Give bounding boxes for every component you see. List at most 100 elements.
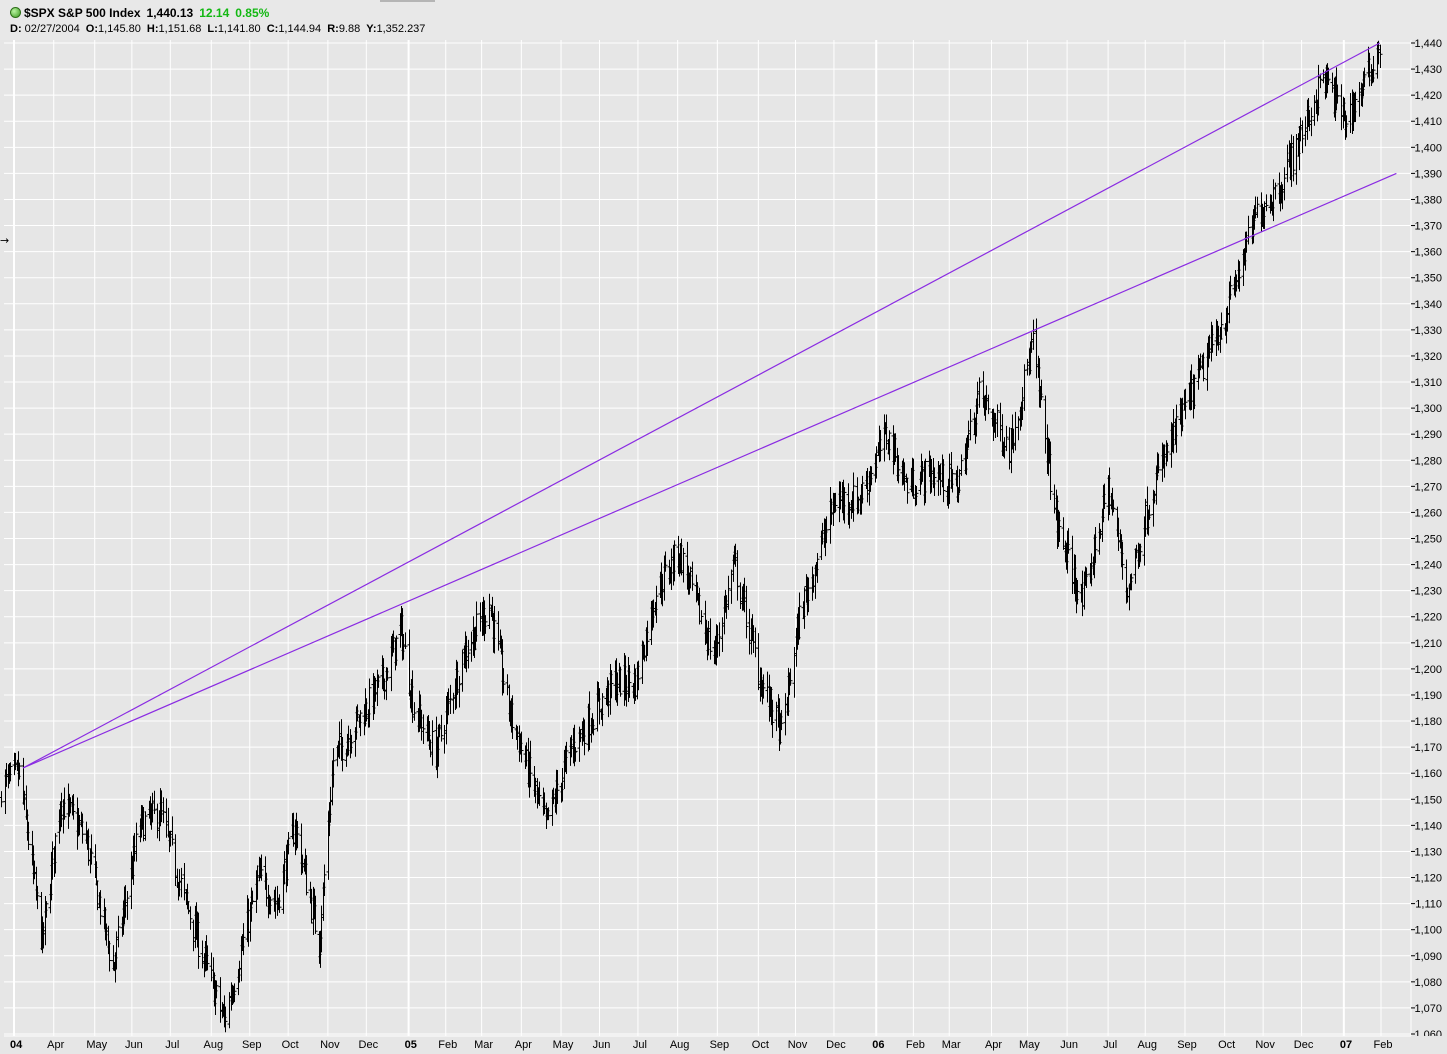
ohlc-bar — [403, 632, 408, 650]
ohlc-bar — [1129, 573, 1134, 591]
y-value: 1,352.237 — [376, 23, 426, 35]
ohlc-bar — [1138, 543, 1143, 562]
ohlc-bar — [1031, 319, 1036, 350]
ohlc-bar — [744, 585, 749, 639]
ohlc-bar — [1237, 261, 1242, 292]
y-axis[interactable]: 1,0601,0701,0801,0901,1001,1101,1201,130… — [1410, 38, 1447, 1045]
y-tick-label: 1,210 — [1414, 638, 1442, 650]
ohlc-bar — [977, 377, 982, 408]
ohlc-bar — [882, 414, 887, 462]
ohlc-bar — [161, 797, 166, 824]
ohlc-bar — [1255, 196, 1260, 218]
ohlc-bar — [35, 885, 40, 910]
x-tick-label: Feb — [906, 1039, 925, 1051]
y-axis-panel — [1411, 40, 1447, 1045]
ohlc-bar — [932, 467, 937, 497]
ohlc-bar — [564, 741, 569, 775]
ohlc-bar — [833, 492, 838, 513]
ohlc-bar — [196, 912, 201, 969]
ohlc-bar — [537, 781, 542, 806]
y-tick-label: 1,160 — [1414, 768, 1442, 780]
ohlc-bar — [1061, 517, 1066, 550]
y-tick-label: 1,170 — [1414, 742, 1442, 754]
trendline-1[interactable] — [22, 42, 1381, 769]
ohlc-bar — [995, 404, 1000, 437]
ohlc-bar — [959, 454, 964, 476]
x-tick-label: 07 — [1340, 1039, 1352, 1051]
ohlc-bar — [98, 890, 103, 925]
x-tick-label: Sep — [710, 1039, 730, 1051]
y-tick-label: 1,260 — [1414, 507, 1442, 519]
ohlc-bar — [349, 734, 354, 754]
x-tick-label: Apr — [515, 1039, 532, 1051]
ohlc-bar — [824, 516, 829, 544]
y-tick-label: 1,390 — [1414, 168, 1442, 180]
ohlc-bar — [1348, 93, 1353, 133]
ohlc-bar — [815, 552, 820, 583]
ohlc-bar — [116, 915, 121, 948]
ohlc-bar — [304, 855, 309, 896]
ohlc-bar — [923, 458, 928, 504]
ohlc-bar — [1043, 395, 1048, 454]
ohlc-bar — [1210, 325, 1215, 353]
x-tick-label: Oct — [1218, 1039, 1235, 1051]
x-axis-band — [0, 1036, 1447, 1054]
ohlc-bar — [17, 762, 22, 780]
ohlc-bar — [779, 710, 784, 731]
x-tick-label: 05 — [405, 1039, 417, 1051]
ohlc-bar — [457, 676, 462, 708]
x-tick-label: Mar — [474, 1039, 493, 1051]
y-tick-label: 1,110 — [1415, 899, 1442, 911]
ohlc-bar — [1282, 167, 1287, 201]
ohlc-bar — [107, 940, 112, 972]
trendlines[interactable] — [22, 42, 1397, 769]
crosshair-arrow-icon: → — [0, 234, 10, 247]
x-tick-label: 06 — [872, 1039, 884, 1051]
x-tick-label: Jul — [165, 1039, 179, 1051]
ohlc-bar — [179, 867, 184, 898]
ohlc-bar — [1165, 442, 1170, 462]
ohlc-bar — [466, 639, 471, 669]
ohlc-bar — [788, 668, 793, 686]
ohlc-bar — [609, 670, 614, 699]
y-tick-label: 1,120 — [1414, 873, 1442, 885]
ohlc-bar — [600, 693, 605, 727]
ohlc-bar — [62, 787, 67, 820]
ohlc-bar — [1371, 56, 1376, 83]
ohlc-bar — [1066, 528, 1071, 554]
ohlc-bar — [152, 790, 157, 814]
x-tick-label: Jun — [125, 1039, 143, 1051]
trendline-2[interactable] — [22, 172, 1397, 769]
ohlc-bar — [1057, 511, 1062, 543]
ohlc-bar — [1300, 120, 1305, 154]
x-tick-label: Nov — [320, 1039, 340, 1051]
ohlc-bar — [501, 668, 506, 694]
x-tick-label: Jul — [1103, 1039, 1117, 1051]
ohlc-bar — [170, 816, 175, 846]
ohlc-bar — [250, 890, 255, 905]
ohlc-bar — [295, 821, 300, 849]
price-change-percent: 0.85% — [235, 6, 270, 20]
ohlc-bar — [1013, 411, 1018, 451]
y-tick-label: 1,360 — [1414, 247, 1442, 259]
ohlc-bar — [627, 664, 632, 698]
x-axis[interactable]: 04 Apr May Jun Jul Aug Sep Oct Nov Dec 05 Feb Mar Apr… — [0, 1035, 1447, 1054]
ohlc-bar — [1183, 388, 1188, 420]
ohlc-bar — [474, 601, 479, 642]
y-tick-label: 1,180 — [1414, 716, 1442, 728]
ohlc-bar — [448, 684, 453, 714]
ohlc-bar — [439, 714, 444, 742]
ohlc-bar — [1318, 73, 1323, 89]
y-tick-label: 1,330 — [1414, 325, 1442, 337]
ohlc-bar — [1022, 364, 1027, 411]
y-tick-label: 1,130 — [1414, 846, 1442, 858]
ohlc-bar — [340, 736, 345, 772]
ohlc-bar — [1273, 182, 1278, 200]
x-tick-label: Dec — [359, 1039, 379, 1051]
y-tick-label: 1,400 — [1414, 142, 1442, 154]
x-tick-label: Sep — [1177, 1039, 1197, 1051]
ohlc-bar — [492, 605, 497, 654]
ohlc-bar — [394, 635, 399, 666]
y-tick-label: 1,150 — [1414, 794, 1442, 806]
